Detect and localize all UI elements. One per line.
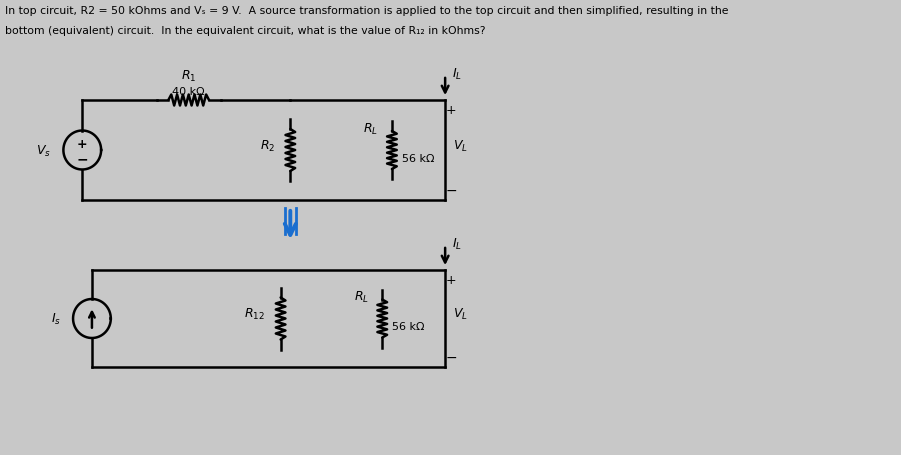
Text: $I_s$: $I_s$ — [50, 311, 61, 326]
Text: $R_L$: $R_L$ — [363, 121, 378, 136]
Text: $V_s$: $V_s$ — [36, 143, 51, 158]
Text: $V_L$: $V_L$ — [453, 306, 468, 321]
Text: −: − — [445, 184, 457, 197]
Text: $R_{12}$: $R_{12}$ — [244, 306, 265, 321]
Text: +: + — [77, 137, 87, 150]
Text: bottom (equivalent) circuit.  In the equivalent circuit, what is the value of R₁: bottom (equivalent) circuit. In the equi… — [5, 26, 486, 36]
Text: +: + — [446, 274, 456, 287]
Text: −: − — [77, 152, 88, 166]
Text: 40 kΩ: 40 kΩ — [172, 87, 205, 97]
Text: $R_1$: $R_1$ — [181, 69, 196, 84]
Text: $R_L$: $R_L$ — [354, 289, 369, 304]
Text: $I_L$: $I_L$ — [452, 66, 462, 81]
Text: $V_L$: $V_L$ — [453, 138, 468, 153]
Text: −: − — [445, 350, 457, 364]
Text: In top circuit, R2 = 50 kOhms and Vₛ = 9 V.  A source transformation is applied : In top circuit, R2 = 50 kOhms and Vₛ = 9… — [5, 6, 728, 16]
Text: 56 kΩ: 56 kΩ — [402, 154, 434, 164]
Text: 56 kΩ: 56 kΩ — [392, 322, 424, 332]
Text: $R_2$: $R_2$ — [259, 138, 275, 153]
Text: $I_L$: $I_L$ — [452, 236, 462, 251]
Text: +: + — [446, 104, 456, 117]
